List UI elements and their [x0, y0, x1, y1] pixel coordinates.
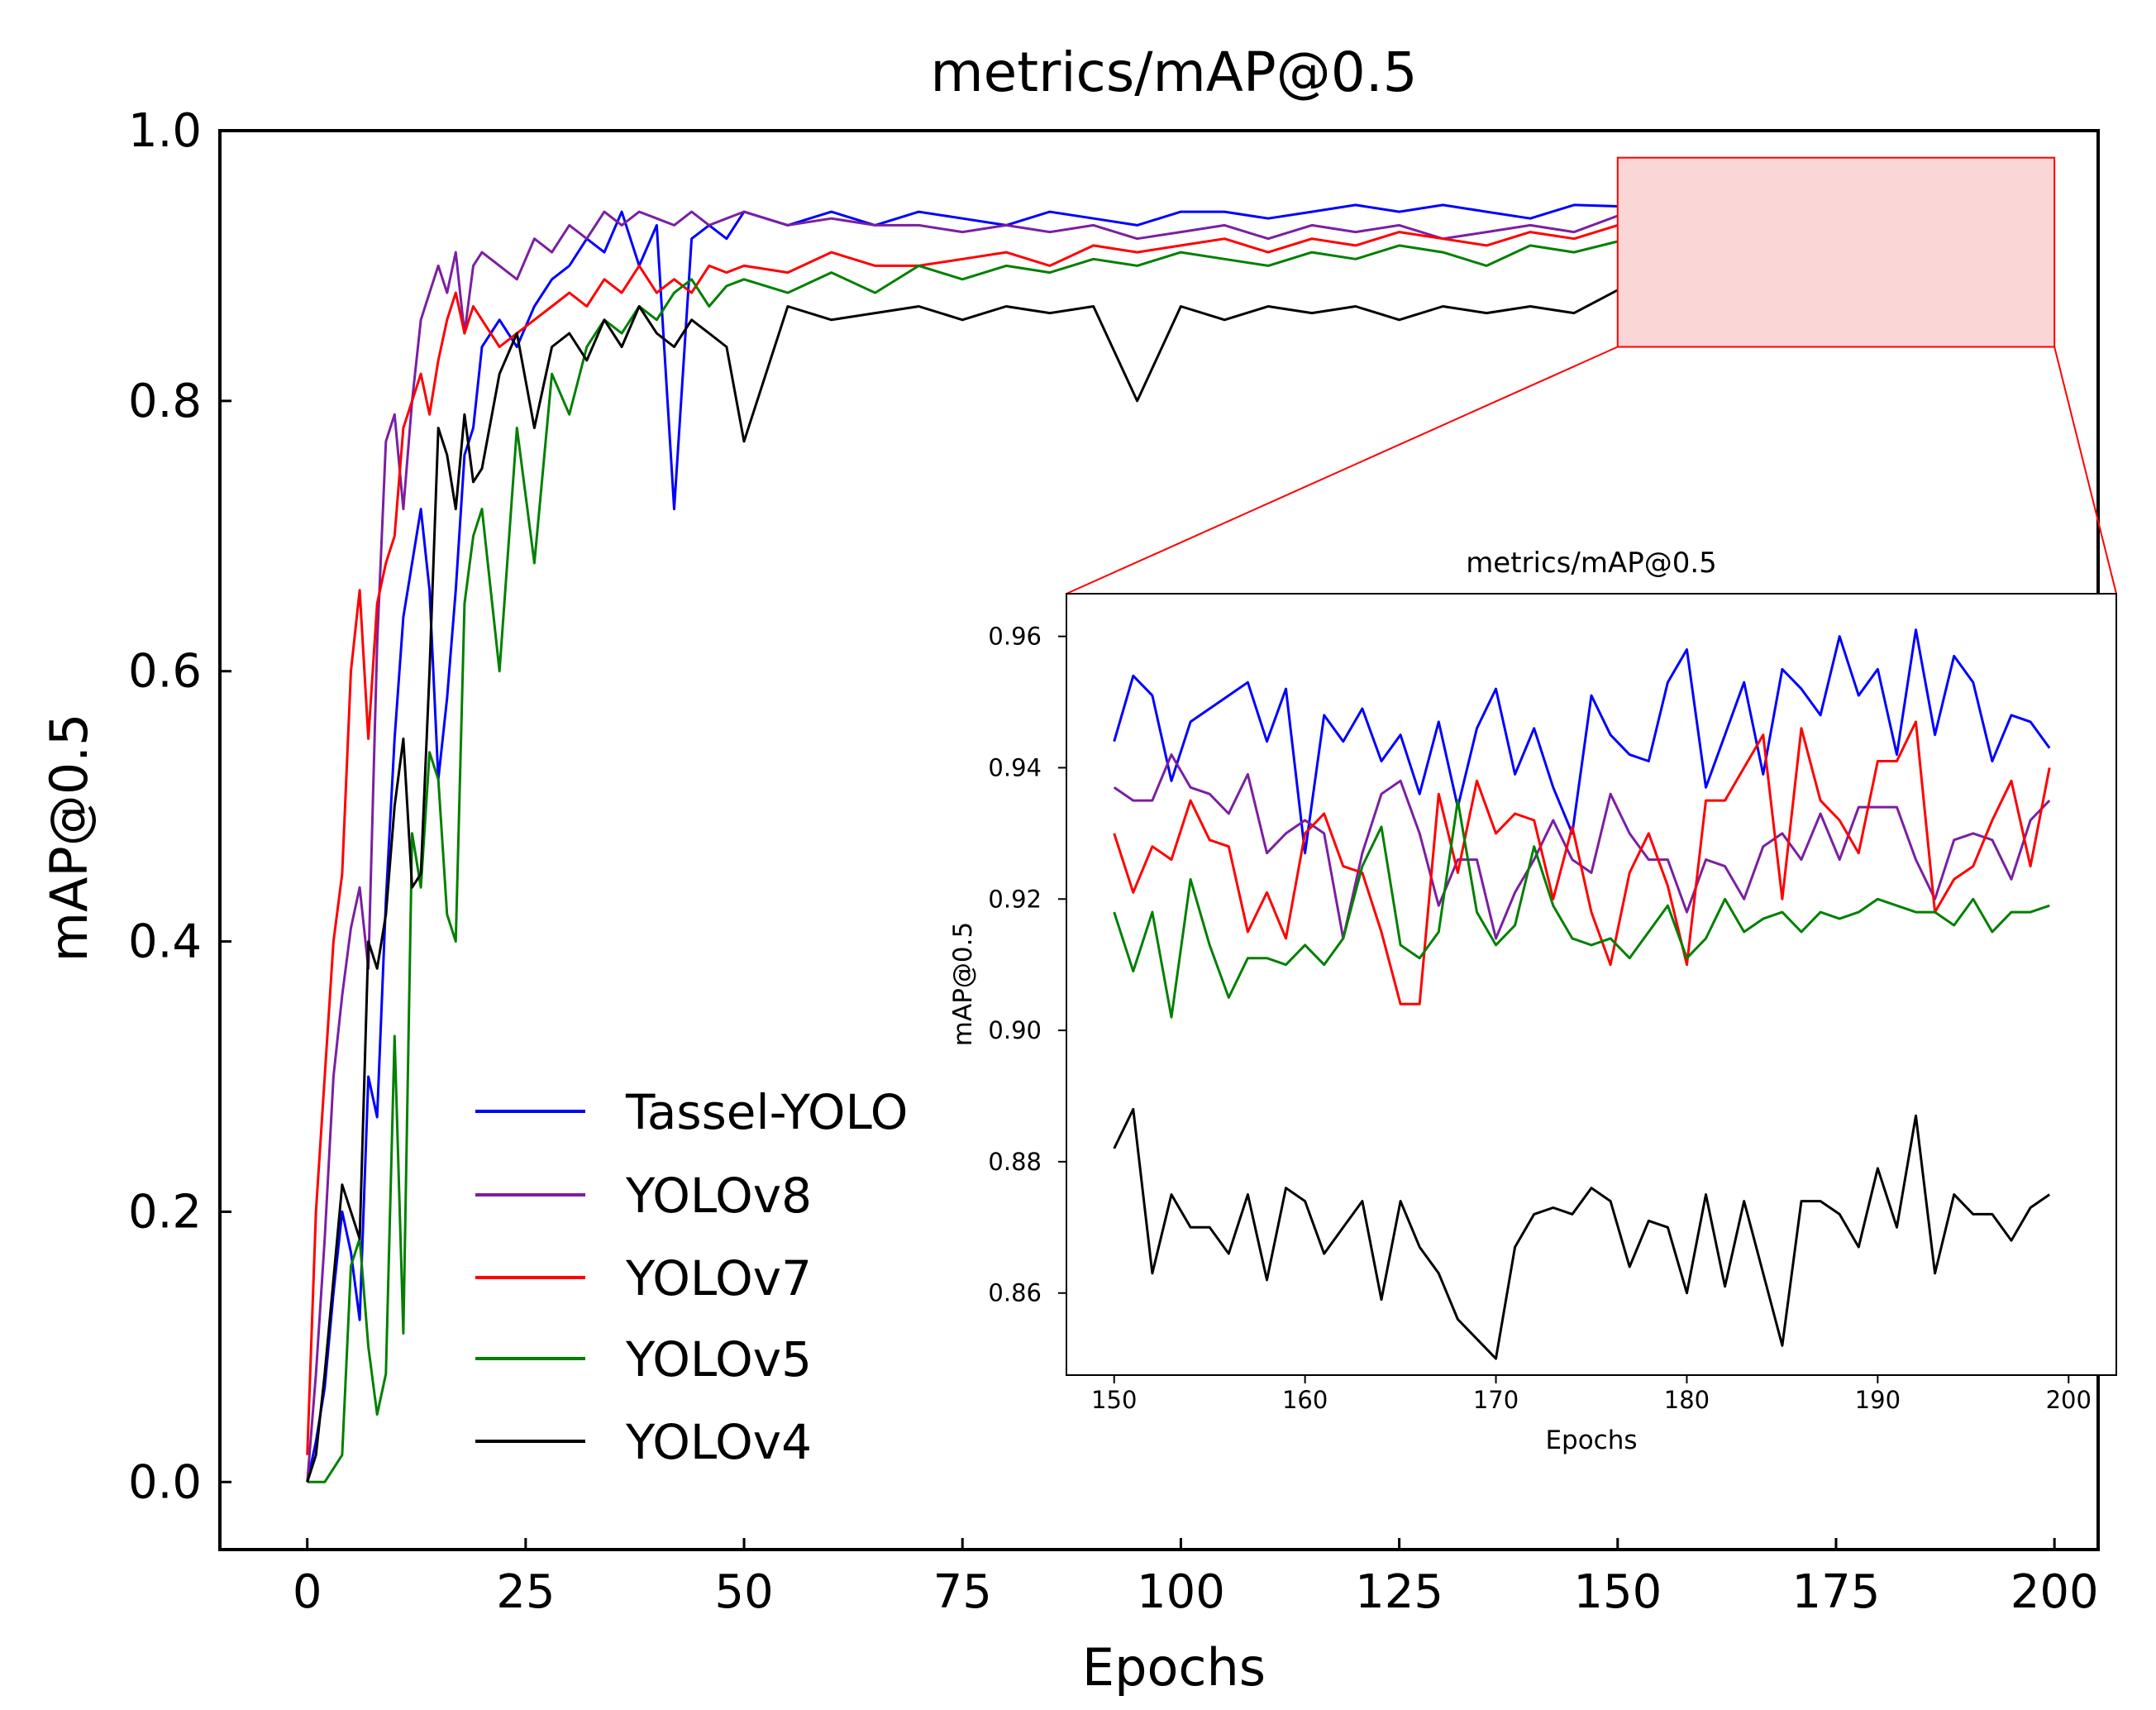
main-series-line-yolov5 [307, 240, 1619, 1483]
main-chart-title: metrics/mAP@0.5 [930, 41, 1417, 104]
main-y-tick-label: 0.6 [128, 645, 202, 699]
main-x-tick-label: 175 [1792, 1565, 1881, 1619]
inset-x-tick-label: 190 [1855, 1386, 1901, 1414]
inset-x-axis-ticks: 150 160 170 180 190 200 [1091, 1375, 2092, 1414]
main-x-tick-label: 25 [496, 1565, 555, 1619]
main-y-axis-label: mAP@0.5 [39, 714, 99, 962]
main-y-axis-ticks: 0.0 0.2 0.4 0.6 0.8 1.0 [128, 104, 231, 1509]
main-series-line-yolov8 [306, 210, 1619, 1483]
main-series-line-tassel-yolo [306, 203, 1618, 1483]
zoom-region-highlight [1066, 156, 2117, 595]
inset-series-lines [1113, 628, 2051, 1360]
inset-y-tick-label: 0.86 [988, 1279, 1042, 1307]
main-y-tick-label: 0.4 [128, 915, 202, 969]
main-x-tick-label: 50 [714, 1565, 773, 1619]
inset-chart: metrics/mAP@0.5 150 160 170 180 190 200 0.860… [948, 547, 2117, 1455]
main-series-line-yolov4 [306, 289, 1619, 1483]
zoom-region-box [1616, 156, 2056, 348]
main-y-tick-label: 0.8 [128, 375, 202, 428]
main-x-tick-label: 150 [1573, 1565, 1662, 1619]
main-series-line-yolov7 [306, 223, 1619, 1455]
main-series-lines [306, 203, 1619, 1483]
main-y-tick-label: 0.0 [128, 1455, 202, 1509]
main-y-tick-label: 1.0 [128, 104, 202, 158]
zoom-connector-right [2053, 346, 2117, 595]
inset-x-tick-label: 170 [1473, 1386, 1519, 1414]
inset-x-tick-label: 180 [1664, 1386, 1710, 1414]
main-x-tick-label: 200 [2011, 1565, 2099, 1619]
inset-chart-title: metrics/mAP@0.5 [1466, 547, 1717, 580]
inset-y-tick-label: 0.90 [988, 1016, 1042, 1044]
legend-label-tassel-yolo: Tassel-YOLO [625, 1084, 908, 1140]
legend-label-yolov7: YOLOv7 [625, 1250, 812, 1306]
main-y-tick-label: 0.2 [128, 1185, 202, 1239]
inset-series-line-yolov5 [1113, 799, 2050, 1019]
legend-label-yolov8: YOLOv8 [625, 1168, 812, 1224]
legend-label-yolov4: YOLOv4 [625, 1414, 812, 1470]
inset-y-tick-label: 0.96 [988, 623, 1042, 651]
inset-series-line-yolov7 [1113, 720, 2051, 1005]
inset-x-axis-label: Epochs [1545, 1426, 1637, 1455]
inset-series-line-tassel-yolo [1113, 628, 2051, 855]
main-x-tick-label: 125 [1355, 1565, 1443, 1619]
inset-x-tick-label: 160 [1282, 1386, 1328, 1414]
legend-label-yolov5: YOLOv5 [625, 1331, 812, 1388]
main-x-tick-label: 75 [933, 1565, 992, 1619]
inset-y-tick-label: 0.94 [988, 753, 1042, 781]
inset-y-axis-label: mAP@0.5 [948, 922, 978, 1046]
main-x-axis-label: Epochs [1082, 1637, 1266, 1698]
inset-x-tick-label: 200 [2046, 1386, 2092, 1414]
inset-y-tick-label: 0.92 [988, 885, 1042, 913]
legend: Tassel-YOLO YOLOv8 YOLOv7 YOLOv5 YOLOv4 [475, 1084, 908, 1470]
inset-plot-frame [1066, 593, 2117, 1376]
inset-y-tick-label: 0.88 [988, 1148, 1042, 1176]
inset-series-line-yolov4 [1113, 1107, 2051, 1360]
main-x-tick-label: 100 [1137, 1565, 1225, 1619]
main-x-axis-ticks: 0 25 50 75 100 125 150 175 200 [293, 1538, 2099, 1619]
inset-x-tick-label: 150 [1091, 1386, 1137, 1414]
zoom-connector-left [1066, 346, 1619, 595]
inset-y-axis-ticks: 0.86 0.88 0.90 0.92 0.94 0.96 [988, 623, 1066, 1307]
main-x-tick-label: 0 [293, 1565, 322, 1619]
main-chart: metrics/mAP@0.5 0 25 50 75 100 125 150 175 200 0… [39, 41, 2117, 1698]
